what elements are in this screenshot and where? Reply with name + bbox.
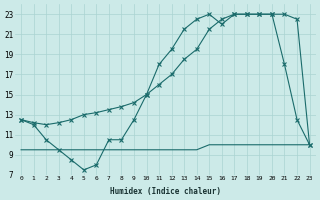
X-axis label: Humidex (Indice chaleur): Humidex (Indice chaleur) [110, 187, 221, 196]
